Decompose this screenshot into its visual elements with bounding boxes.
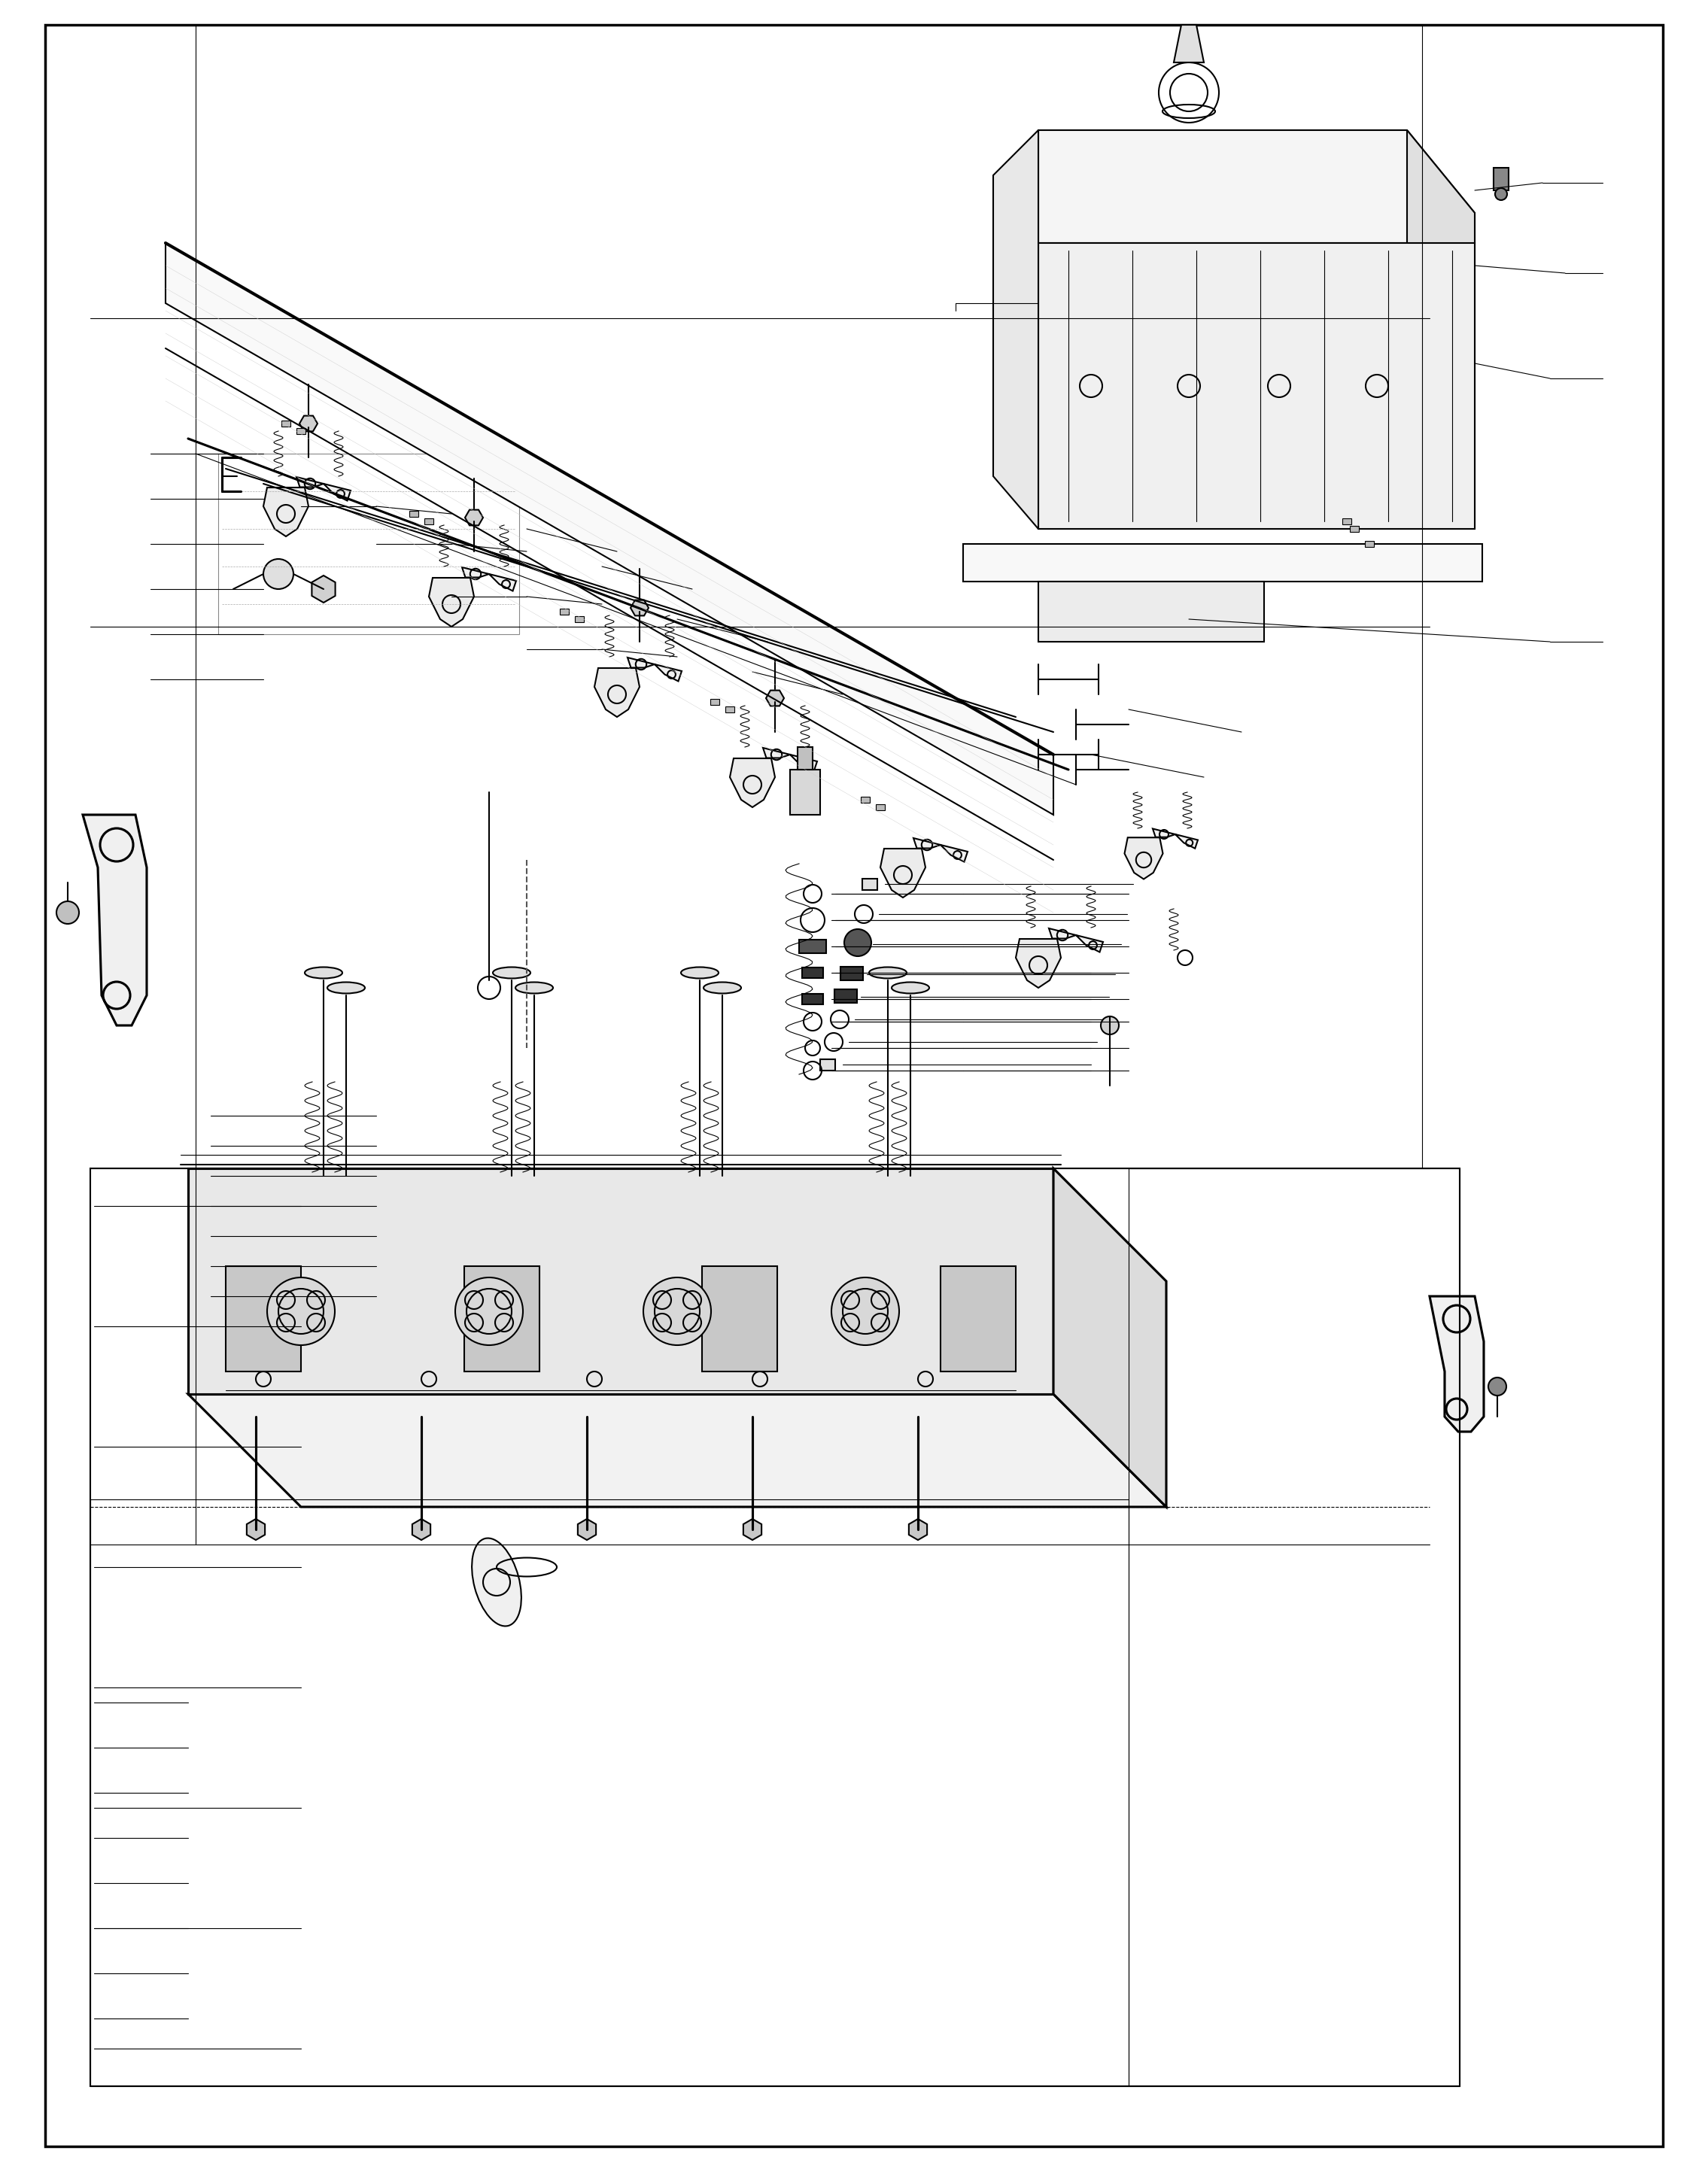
Polygon shape [82,815,147,1026]
Polygon shape [1038,581,1264,642]
Ellipse shape [681,968,719,978]
Polygon shape [188,1393,1167,1507]
Circle shape [644,1278,711,1345]
Circle shape [1488,1378,1506,1396]
Bar [1365,542,1373,546]
Polygon shape [630,601,649,616]
Polygon shape [412,1518,430,1540]
Bar [863,878,878,891]
Bar [91,1168,1460,2086]
Polygon shape [914,839,968,863]
Bar [91,1500,1129,2086]
Bar [798,747,813,769]
Circle shape [832,1278,898,1345]
Ellipse shape [704,983,741,994]
Polygon shape [1124,836,1163,880]
Bar [799,939,827,952]
Bar [225,1267,301,1372]
Polygon shape [627,657,681,681]
Bar [820,1059,835,1070]
Circle shape [456,1278,523,1345]
Bar [1342,518,1351,524]
Ellipse shape [516,983,553,994]
Bar [803,994,823,1005]
Bar [1493,168,1508,190]
Bar [803,968,823,978]
Polygon shape [465,509,483,526]
Polygon shape [1153,828,1197,847]
Polygon shape [729,758,775,808]
Polygon shape [880,850,926,898]
Polygon shape [909,1518,927,1540]
Circle shape [1494,188,1506,201]
Polygon shape [1173,24,1204,63]
Polygon shape [1038,242,1474,529]
Bar [219,454,519,633]
Bar [560,609,569,614]
Polygon shape [1049,928,1103,952]
Ellipse shape [304,968,342,978]
Polygon shape [429,579,475,627]
Circle shape [56,902,79,924]
Bar [711,699,719,705]
Bar [465,1267,540,1372]
Ellipse shape [892,983,929,994]
Polygon shape [1054,1168,1167,1507]
Bar [576,616,584,622]
Polygon shape [577,1518,596,1540]
Polygon shape [461,568,516,592]
Ellipse shape [471,1538,521,1627]
Polygon shape [313,577,335,603]
Polygon shape [299,415,318,432]
Circle shape [263,559,294,590]
Bar [410,511,418,518]
Bar [282,422,290,426]
Polygon shape [765,690,784,705]
Polygon shape [263,487,309,537]
Bar [1349,526,1360,533]
Polygon shape [1016,939,1061,987]
Bar [840,968,863,981]
Polygon shape [1407,131,1474,529]
Bar [726,705,734,712]
Bar [835,989,857,1002]
Polygon shape [297,476,350,500]
Bar [941,1267,1016,1372]
Polygon shape [1430,1297,1484,1433]
Ellipse shape [869,968,907,978]
Bar [876,804,885,810]
Polygon shape [763,747,816,771]
Polygon shape [992,131,1038,529]
Bar [861,797,869,804]
Polygon shape [166,242,1054,815]
Ellipse shape [494,968,531,978]
Circle shape [266,1278,335,1345]
Bar [702,1267,777,1372]
Polygon shape [1038,131,1474,242]
Circle shape [1100,1016,1119,1035]
Polygon shape [743,1518,762,1540]
Bar [791,769,820,815]
Circle shape [844,928,871,957]
Bar [297,428,306,435]
Polygon shape [188,1168,1054,1393]
Bar [1129,1168,1460,2086]
Polygon shape [963,544,1483,581]
Polygon shape [246,1518,265,1540]
Ellipse shape [328,983,366,994]
Bar [424,518,434,524]
Polygon shape [594,668,639,716]
